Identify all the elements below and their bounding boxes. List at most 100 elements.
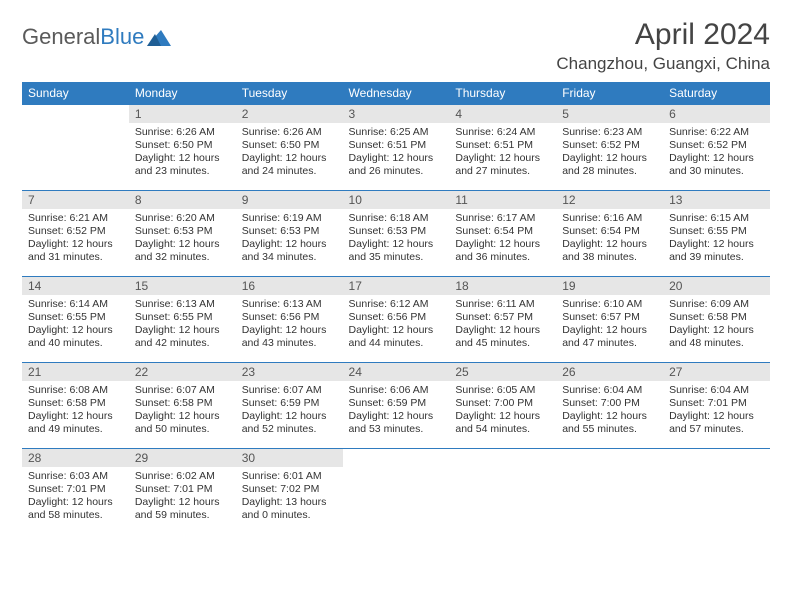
sunset-label: Sunset: — [455, 311, 491, 323]
day-details: Sunrise: 6:05 AM Sunset: 7:00 PM Dayligh… — [449, 381, 556, 441]
sunrise-value: 6:14 AM — [69, 298, 108, 310]
sunrise-line: Sunrise: 6:02 AM — [135, 470, 230, 483]
sunset-value: 6:52 PM — [708, 139, 747, 151]
sunset-value: 6:59 PM — [280, 397, 319, 409]
calendar-cell: . — [663, 449, 770, 535]
calendar-cell: 10 Sunrise: 6:18 AM Sunset: 6:53 PM Dayl… — [343, 191, 450, 277]
daylight-label: Daylight: — [562, 238, 603, 250]
sunset-label: Sunset: — [28, 311, 64, 323]
sunrise-value: 6:11 AM — [497, 298, 535, 310]
calendar-cell: 5 Sunrise: 6:23 AM Sunset: 6:52 PM Dayli… — [556, 105, 663, 191]
sunrise-label: Sunrise: — [28, 298, 67, 310]
sunrise-label: Sunrise: — [242, 470, 281, 482]
day-number: 12 — [556, 191, 663, 209]
calendar-cell: 30 Sunrise: 6:01 AM Sunset: 7:02 PM Dayl… — [236, 449, 343, 535]
sunrise-line: Sunrise: 6:11 AM — [455, 298, 550, 311]
day-number: 21 — [22, 363, 129, 381]
day-details: Sunrise: 6:18 AM Sunset: 6:53 PM Dayligh… — [343, 209, 450, 269]
sunrise-line: Sunrise: 6:09 AM — [669, 298, 764, 311]
calendar-cell: 25 Sunrise: 6:05 AM Sunset: 7:00 PM Dayl… — [449, 363, 556, 449]
sunset-label: Sunset: — [562, 311, 598, 323]
day-details: Sunrise: 6:09 AM Sunset: 6:58 PM Dayligh… — [663, 295, 770, 355]
day-details: Sunrise: 6:14 AM Sunset: 6:55 PM Dayligh… — [22, 295, 129, 355]
day-number: 4 — [449, 105, 556, 123]
daylight-label: Daylight: — [669, 324, 710, 336]
day-details: Sunrise: 6:15 AM Sunset: 6:55 PM Dayligh… — [663, 209, 770, 269]
daylight-label: Daylight: — [28, 238, 69, 250]
calendar-cell: 27 Sunrise: 6:04 AM Sunset: 7:01 PM Dayl… — [663, 363, 770, 449]
day-details: Sunrise: 6:04 AM Sunset: 7:01 PM Dayligh… — [663, 381, 770, 441]
calendar-cell: 9 Sunrise: 6:19 AM Sunset: 6:53 PM Dayli… — [236, 191, 343, 277]
calendar-header-row: SundayMondayTuesdayWednesdayThursdayFrid… — [22, 82, 770, 105]
sunrise-line: Sunrise: 6:07 AM — [242, 384, 337, 397]
calendar-row: 14 Sunrise: 6:14 AM Sunset: 6:55 PM Dayl… — [22, 277, 770, 363]
sunset-line: Sunset: 6:57 PM — [455, 311, 550, 324]
sunset-label: Sunset: — [669, 225, 705, 237]
calendar-cell: 2 Sunrise: 6:26 AM Sunset: 6:50 PM Dayli… — [236, 105, 343, 191]
sunrise-line: Sunrise: 6:13 AM — [242, 298, 337, 311]
sunrise-value: 6:02 AM — [176, 470, 215, 482]
month-title: April 2024 — [556, 18, 770, 52]
sunrise-value: 6:26 AM — [283, 126, 322, 138]
daylight-line: Daylight: 12 hours and 49 minutes. — [28, 410, 123, 436]
daylight-label: Daylight: — [669, 238, 710, 250]
sunset-line: Sunset: 6:54 PM — [562, 225, 657, 238]
sunrise-value: 6:06 AM — [390, 384, 429, 396]
day-details: Sunrise: 6:11 AM Sunset: 6:57 PM Dayligh… — [449, 295, 556, 355]
day-number: 13 — [663, 191, 770, 209]
sunset-label: Sunset: — [669, 311, 705, 323]
daylight-label: Daylight: — [562, 410, 603, 422]
sunset-value: 6:59 PM — [387, 397, 426, 409]
sunset-line: Sunset: 6:58 PM — [669, 311, 764, 324]
day-details: Sunrise: 6:08 AM Sunset: 6:58 PM Dayligh… — [22, 381, 129, 441]
sunset-value: 6:53 PM — [387, 225, 426, 237]
sunset-value: 6:52 PM — [67, 225, 106, 237]
sunrise-line: Sunrise: 6:07 AM — [135, 384, 230, 397]
daylight-line: Daylight: 12 hours and 43 minutes. — [242, 324, 337, 350]
sunset-line: Sunset: 6:52 PM — [562, 139, 657, 152]
sunset-value: 6:54 PM — [601, 225, 640, 237]
weekday-header: Friday — [556, 82, 663, 105]
sunrise-label: Sunrise: — [135, 384, 174, 396]
calendar-cell: 14 Sunrise: 6:14 AM Sunset: 6:55 PM Dayl… — [22, 277, 129, 363]
sunrise-value: 6:21 AM — [69, 212, 108, 224]
sunset-line: Sunset: 7:01 PM — [28, 483, 123, 496]
sunset-value: 6:55 PM — [173, 311, 212, 323]
sunset-label: Sunset: — [135, 397, 171, 409]
daylight-line: Daylight: 12 hours and 44 minutes. — [349, 324, 444, 350]
sunrise-label: Sunrise: — [455, 126, 494, 138]
sunrise-label: Sunrise: — [562, 298, 601, 310]
daylight-line: Daylight: 12 hours and 45 minutes. — [455, 324, 550, 350]
daylight-line: Daylight: 12 hours and 30 minutes. — [669, 152, 764, 178]
sunrise-value: 6:26 AM — [176, 126, 215, 138]
brand-part1: General — [22, 24, 100, 50]
daylight-line: Daylight: 12 hours and 31 minutes. — [28, 238, 123, 264]
sunrise-label: Sunrise: — [349, 126, 388, 138]
sunset-value: 6:55 PM — [67, 311, 106, 323]
sunset-value: 6:58 PM — [67, 397, 106, 409]
day-details: Sunrise: 6:06 AM Sunset: 6:59 PM Dayligh… — [343, 381, 450, 441]
sunrise-value: 6:16 AM — [604, 212, 643, 224]
sunrise-line: Sunrise: 6:08 AM — [28, 384, 123, 397]
day-details: Sunrise: 6:25 AM Sunset: 6:51 PM Dayligh… — [343, 123, 450, 183]
calendar-cell: 7 Sunrise: 6:21 AM Sunset: 6:52 PM Dayli… — [22, 191, 129, 277]
calendar-cell: 21 Sunrise: 6:08 AM Sunset: 6:58 PM Dayl… — [22, 363, 129, 449]
sunset-line: Sunset: 7:01 PM — [669, 397, 764, 410]
daylight-label: Daylight: — [135, 152, 176, 164]
day-details: Sunrise: 6:12 AM Sunset: 6:56 PM Dayligh… — [343, 295, 450, 355]
sunrise-value: 6:19 AM — [283, 212, 322, 224]
sunrise-label: Sunrise: — [135, 126, 174, 138]
sunset-label: Sunset: — [242, 397, 278, 409]
location: Changzhou, Guangxi, China — [556, 54, 770, 74]
daylight-label: Daylight: — [349, 238, 390, 250]
daylight-line: Daylight: 12 hours and 47 minutes. — [562, 324, 657, 350]
day-number: 18 — [449, 277, 556, 295]
sunset-line: Sunset: 6:58 PM — [28, 397, 123, 410]
sunset-value: 6:53 PM — [280, 225, 319, 237]
sunrise-line: Sunrise: 6:18 AM — [349, 212, 444, 225]
sunset-line: Sunset: 6:59 PM — [349, 397, 444, 410]
weekday-header: Tuesday — [236, 82, 343, 105]
calendar-cell: 8 Sunrise: 6:20 AM Sunset: 6:53 PM Dayli… — [129, 191, 236, 277]
logo-shape-icon — [147, 30, 171, 46]
sunset-value: 6:57 PM — [494, 311, 533, 323]
